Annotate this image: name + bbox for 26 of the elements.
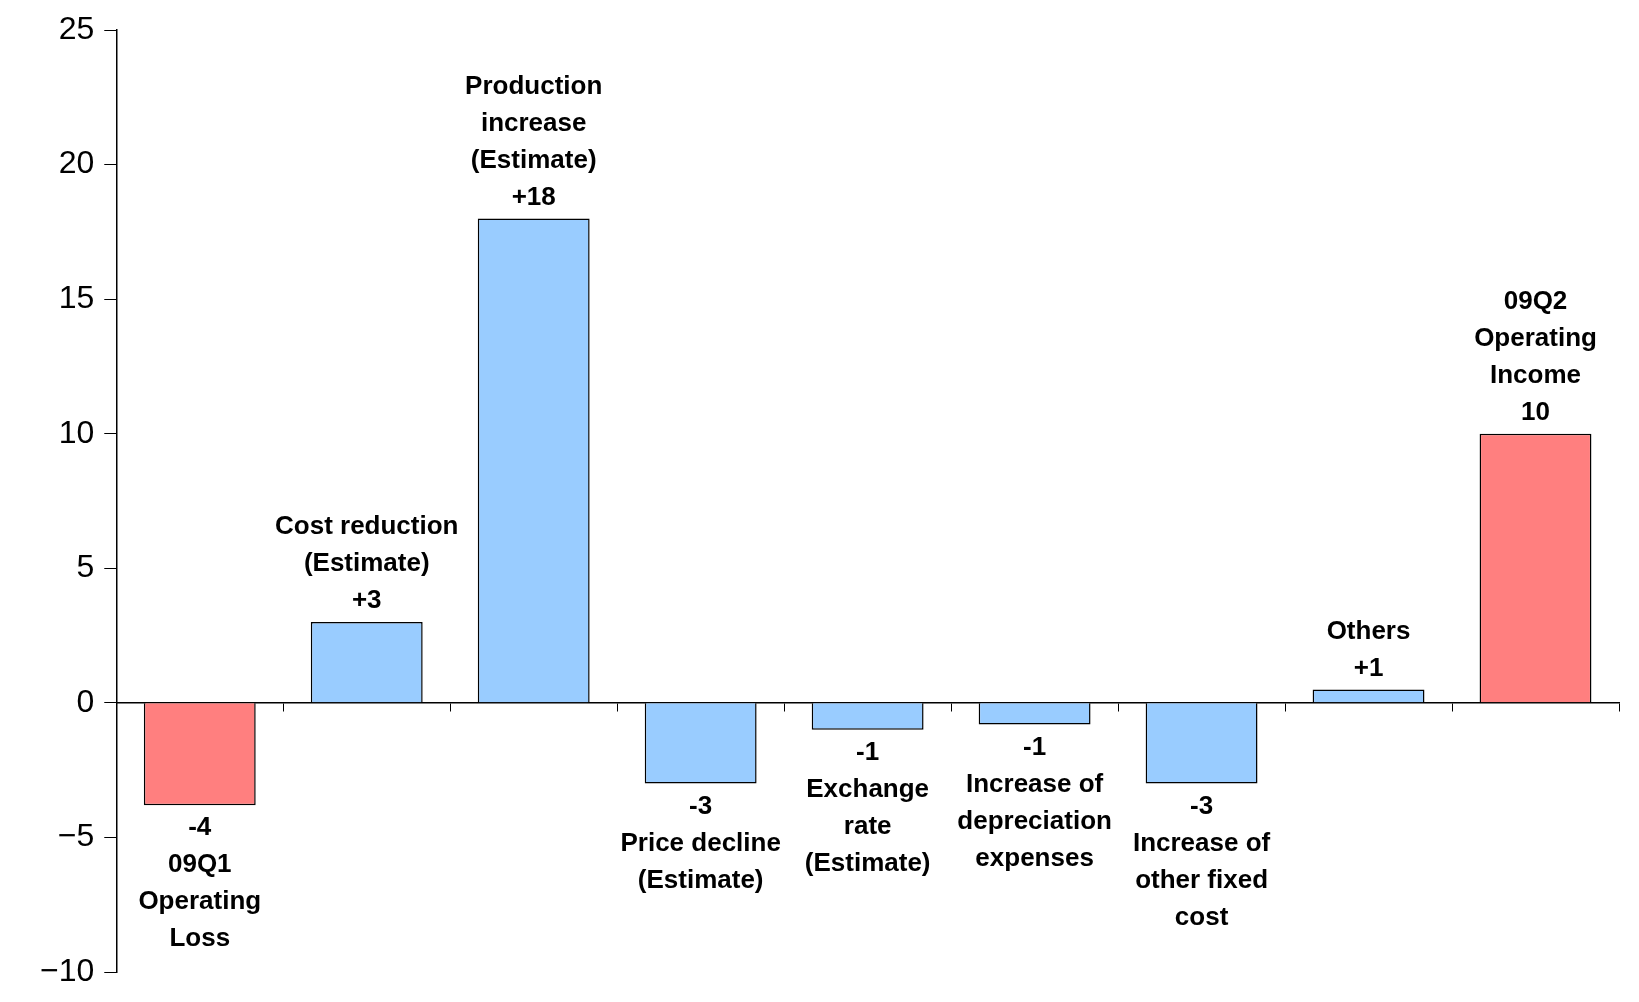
y-tick-label: −10 xyxy=(40,951,95,988)
x-tick-label: Price decline (Estimate) xyxy=(620,826,781,894)
y-tick-label: 20 xyxy=(58,144,95,181)
data-label: +3 xyxy=(351,584,382,615)
x-tick-label: Production increase (Estimate) xyxy=(465,69,603,174)
y-tick-label: 5 xyxy=(76,548,95,585)
data-label: -1 xyxy=(856,735,880,766)
data-label: -1 xyxy=(1023,730,1047,761)
y-tick-label: 15 xyxy=(58,278,95,315)
x-tick-label: 09Q2 Operating Income xyxy=(1474,284,1597,389)
data-label: -3 xyxy=(689,789,713,820)
x-tick-label: Exchange rate (Estimate) xyxy=(804,772,931,877)
y-tick-label: 25 xyxy=(58,9,95,46)
data-label: +18 xyxy=(511,180,556,211)
y-tick-label: 0 xyxy=(76,682,95,719)
y-tick-label: 10 xyxy=(58,413,95,450)
data-label: 10 xyxy=(1521,395,1550,426)
y-tick-label: −5 xyxy=(57,817,95,854)
x-tick-label: Cost reduction (Estimate) xyxy=(275,510,459,578)
x-tick-label: Increase of other fixed cost xyxy=(1132,826,1271,931)
data-label: -4 xyxy=(188,811,212,842)
data-label: -3 xyxy=(1190,789,1214,820)
x-tick-label: Increase of depreciation expenses xyxy=(957,767,1112,872)
x-tick-label: Others xyxy=(1326,614,1411,645)
data-label: +1 xyxy=(1353,651,1384,682)
x-tick-label: 09Q1 Operating Loss xyxy=(138,848,262,953)
